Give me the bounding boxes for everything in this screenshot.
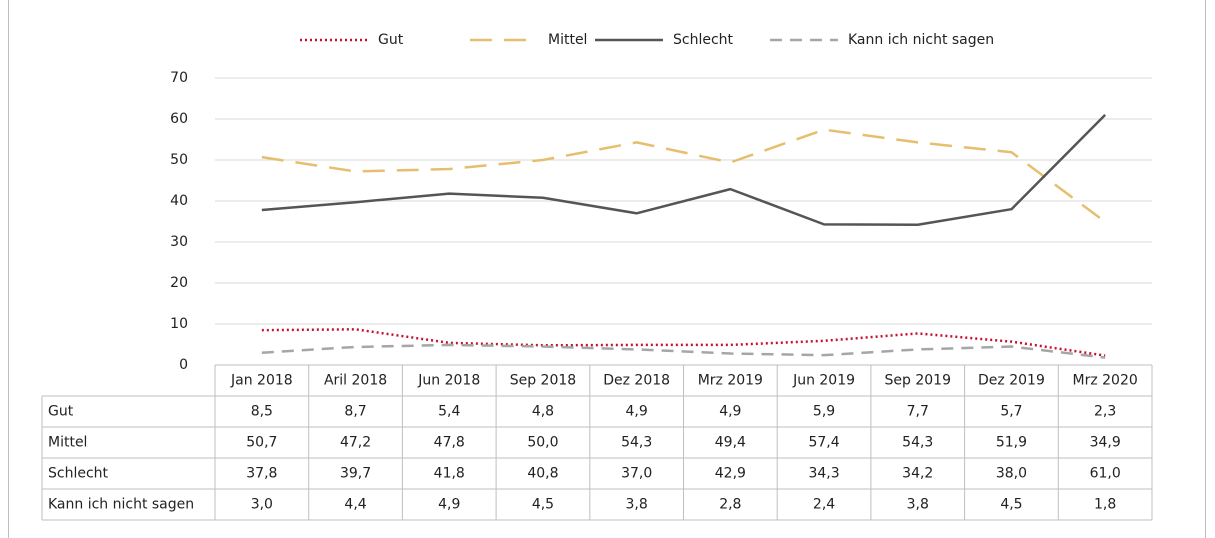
data-label: 4,4 — [344, 497, 366, 513]
legend-label: Gut — [378, 32, 404, 48]
table-row-label: Kann ich nicht sagen — [48, 497, 194, 513]
x-tick-label: Aril 2018 — [324, 373, 387, 389]
legend-label: Schlecht — [673, 32, 734, 48]
series-line — [261, 114, 1107, 227]
data-label: 5,4 — [438, 404, 460, 420]
series-line — [261, 128, 1106, 223]
data-label: 8,7 — [344, 404, 366, 420]
y-tick-label: 0 — [179, 357, 188, 373]
data-label: 54,3 — [902, 435, 933, 451]
series-line — [261, 328, 1106, 357]
data-label: 4,9 — [719, 404, 741, 420]
y-tick-label: 70 — [170, 70, 188, 86]
chart-frame — [8, 0, 1206, 538]
data-label: 39,7 — [340, 466, 371, 482]
data-label: 3,0 — [251, 497, 273, 513]
data-label: 38,0 — [996, 466, 1027, 482]
data-label: 4,8 — [532, 404, 554, 420]
x-tick-label: Dez 2019 — [978, 373, 1045, 389]
x-tick-label: Dez 2018 — [603, 373, 670, 389]
data-label: 47,8 — [434, 435, 465, 451]
data-label: 41,8 — [434, 466, 465, 482]
data-label: 37,0 — [621, 466, 652, 482]
y-tick-label: 10 — [170, 316, 188, 332]
x-tick-label: Sep 2019 — [885, 373, 951, 389]
data-label: 7,7 — [907, 404, 929, 420]
y-tick-label: 60 — [170, 111, 188, 127]
x-tick-label: Mrz 2019 — [698, 373, 763, 389]
data-label: 34,9 — [1090, 435, 1121, 451]
data-label: 50,7 — [246, 435, 277, 451]
data-label: 3,8 — [907, 497, 929, 513]
table-row-label: Mittel — [48, 435, 87, 451]
data-label: 34,2 — [902, 466, 933, 482]
data-label: 57,4 — [808, 435, 839, 451]
table-row-label: Schlecht — [48, 466, 109, 482]
data-label: 2,4 — [813, 497, 835, 513]
y-tick-label: 40 — [170, 193, 188, 209]
data-label: 3,8 — [626, 497, 648, 513]
x-tick-label: Jan 2018 — [230, 373, 293, 389]
data-label: 8,5 — [251, 404, 273, 420]
data-label: 50,0 — [527, 435, 558, 451]
y-tick-label: 20 — [170, 275, 188, 291]
y-tick-label: 50 — [170, 152, 188, 168]
data-label: 5,9 — [813, 404, 835, 420]
data-label: 47,2 — [340, 435, 371, 451]
data-label: 1,8 — [1094, 497, 1116, 513]
data-label: 61,0 — [1090, 466, 1121, 482]
data-label: 4,5 — [1000, 497, 1022, 513]
y-tick-label: 30 — [170, 234, 188, 250]
data-label: 4,5 — [532, 497, 554, 513]
x-tick-label: Jun 2019 — [792, 373, 855, 389]
data-label: 37,8 — [246, 466, 277, 482]
data-label: 34,3 — [808, 466, 839, 482]
data-label: 40,8 — [527, 466, 558, 482]
data-label: 5,7 — [1000, 404, 1022, 420]
x-tick-label: Sep 2018 — [510, 373, 576, 389]
data-label: 54,3 — [621, 435, 652, 451]
data-label: 42,9 — [715, 466, 746, 482]
data-label: 2,8 — [719, 497, 741, 513]
x-tick-label: Mrz 2020 — [1073, 373, 1138, 389]
legend-label: Kann ich nicht sagen — [848, 32, 994, 48]
series-line — [261, 343, 1106, 359]
x-tick-label: Jun 2018 — [417, 373, 480, 389]
data-label: 4,9 — [438, 497, 460, 513]
data-label: 4,9 — [626, 404, 648, 420]
data-label: 49,4 — [715, 435, 746, 451]
data-label: 2,3 — [1094, 404, 1116, 420]
legend-label: Mittel — [548, 32, 587, 48]
table-row-label: Gut — [48, 404, 74, 420]
data-label: 51,9 — [996, 435, 1027, 451]
